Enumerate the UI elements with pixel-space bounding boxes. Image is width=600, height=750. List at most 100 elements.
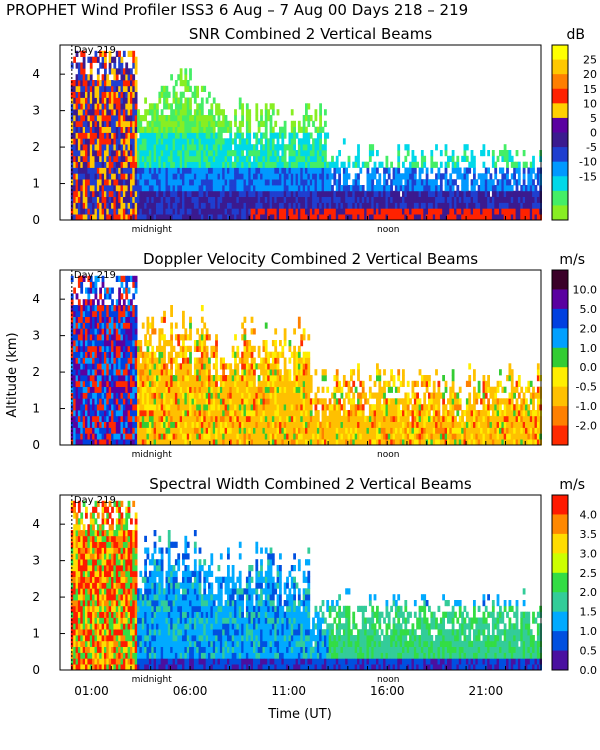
heatmap-cell bbox=[231, 427, 235, 434]
heatmap-cell bbox=[96, 322, 100, 329]
heatmap-cell bbox=[179, 334, 183, 341]
heatmap-cell bbox=[196, 345, 199, 352]
heatmap-cell bbox=[73, 126, 76, 133]
heatmap-cell bbox=[465, 208, 469, 215]
heatmap-cell bbox=[293, 167, 296, 174]
heatmap-cell bbox=[160, 173, 164, 180]
heatmap-cell bbox=[465, 155, 469, 162]
heatmap-cell bbox=[222, 109, 225, 116]
heatmap-cell bbox=[130, 427, 133, 434]
heatmap-cell bbox=[293, 202, 296, 209]
heatmap-cell bbox=[75, 103, 79, 110]
heatmap-cell bbox=[134, 351, 138, 358]
heatmap-cell bbox=[96, 185, 100, 192]
heatmap-cell bbox=[80, 179, 84, 186]
heatmap-cell bbox=[153, 173, 157, 180]
heatmap-cell bbox=[413, 202, 417, 209]
heatmap-cell bbox=[257, 363, 261, 370]
heatmap-cell bbox=[293, 132, 296, 139]
heatmap-cell bbox=[92, 345, 95, 352]
heatmap-cell bbox=[205, 404, 209, 411]
heatmap-cell bbox=[494, 214, 498, 221]
heatmap-cell bbox=[127, 340, 131, 347]
heatmap-cell bbox=[297, 185, 301, 192]
heatmap-cell bbox=[130, 97, 133, 104]
heatmap-cell bbox=[73, 305, 76, 312]
heatmap-cell bbox=[461, 155, 464, 162]
heatmap-cell bbox=[122, 196, 126, 203]
heatmap-cell bbox=[160, 179, 164, 186]
heatmap-cell bbox=[200, 421, 204, 428]
heatmap-cell bbox=[125, 202, 129, 209]
heatmap-cell bbox=[104, 322, 107, 329]
heatmap-cell bbox=[390, 202, 393, 209]
heatmap-cell bbox=[174, 439, 178, 446]
heatmap-cell bbox=[170, 386, 173, 393]
heatmap-cell bbox=[380, 190, 384, 197]
heatmap-cell bbox=[432, 190, 436, 197]
heatmap-cell bbox=[127, 68, 131, 75]
heatmap-cell bbox=[253, 185, 256, 192]
heatmap-cell bbox=[182, 196, 185, 203]
heatmap-cell bbox=[324, 132, 327, 139]
heatmap-cell bbox=[92, 340, 95, 347]
heatmap-cell bbox=[444, 202, 448, 209]
heatmap-cell bbox=[77, 132, 81, 139]
heatmap-cell bbox=[115, 185, 119, 192]
heatmap-cell bbox=[146, 214, 150, 221]
heatmap-cell bbox=[307, 202, 311, 209]
heatmap-cell bbox=[529, 179, 533, 186]
heatmap-cell bbox=[104, 196, 107, 203]
heatmap-cell bbox=[208, 144, 211, 151]
heatmap-cell bbox=[137, 369, 140, 376]
heatmap-cell bbox=[238, 144, 242, 151]
heatmap-cell bbox=[77, 375, 81, 382]
heatmap-cell bbox=[262, 208, 266, 215]
heatmap-cell bbox=[127, 126, 131, 133]
heatmap-cell bbox=[255, 185, 259, 192]
heatmap-cell bbox=[513, 167, 516, 174]
heatmap-cell bbox=[174, 386, 178, 393]
heatmap-cell bbox=[122, 433, 126, 440]
heatmap-cell bbox=[158, 167, 162, 174]
heatmap-cell bbox=[94, 433, 98, 440]
heatmap-cell bbox=[236, 126, 240, 133]
heatmap-cell bbox=[122, 398, 126, 405]
heatmap-cell bbox=[170, 126, 173, 133]
heatmap-cell bbox=[111, 392, 114, 399]
heatmap-cell bbox=[447, 202, 450, 209]
heatmap-cell bbox=[513, 208, 516, 215]
heatmap-cell bbox=[132, 80, 136, 87]
heatmap-cell bbox=[151, 392, 155, 399]
heatmap-cell bbox=[326, 167, 330, 174]
heatmap-cell bbox=[80, 345, 84, 352]
heatmap-cell bbox=[179, 427, 183, 434]
heatmap-cell bbox=[435, 161, 438, 168]
heatmap-cell bbox=[411, 185, 415, 192]
heatmap-cell bbox=[122, 287, 126, 294]
heatmap-cell bbox=[227, 410, 230, 417]
heatmap-cell bbox=[108, 410, 112, 417]
heatmap-cell bbox=[153, 357, 157, 364]
heatmap-cell bbox=[111, 103, 114, 110]
heatmap-cell bbox=[156, 415, 159, 422]
heatmap-cell bbox=[127, 404, 131, 411]
heatmap-cell bbox=[243, 334, 247, 341]
heatmap-cell bbox=[179, 91, 183, 98]
heatmap-cell bbox=[227, 208, 230, 215]
heatmap-cell bbox=[179, 109, 183, 116]
heatmap-cell bbox=[402, 208, 405, 215]
heatmap-cell bbox=[191, 155, 195, 162]
heatmap-cell bbox=[189, 375, 192, 382]
heatmap-cell bbox=[191, 161, 195, 168]
heatmap-cell bbox=[104, 103, 107, 110]
heatmap-cell bbox=[413, 196, 417, 203]
heatmap-cell bbox=[215, 214, 218, 221]
heatmap-cell bbox=[122, 363, 126, 370]
heatmap-cell bbox=[80, 275, 84, 282]
heatmap-cell bbox=[316, 150, 320, 157]
heatmap-cell bbox=[205, 439, 209, 446]
heatmap-cell bbox=[134, 287, 138, 294]
heatmap-cell bbox=[215, 421, 218, 428]
heatmap-cell bbox=[184, 369, 188, 376]
